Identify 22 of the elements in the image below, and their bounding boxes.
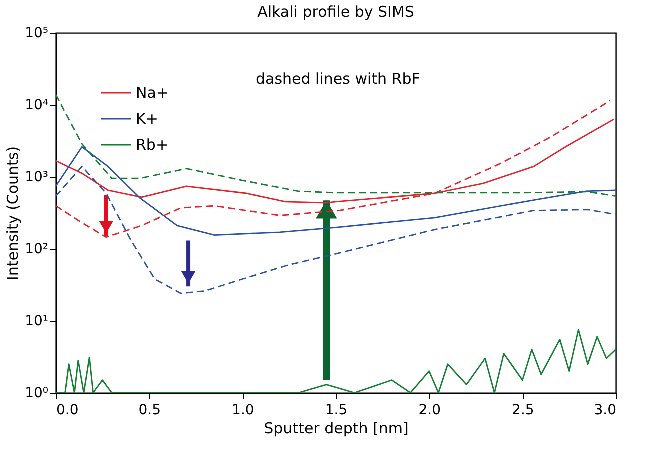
line-series: [56, 100, 612, 238]
chart-title: Alkali profile by SIMS: [258, 3, 414, 21]
y-axis-title: Intensity (Counts): [4, 146, 22, 281]
y-tick-label: 10⁵: [25, 26, 48, 42]
x-tick-label: 2.0: [418, 402, 441, 418]
legend-label: Rb+: [136, 136, 169, 154]
x-tick-label: 3.0: [594, 402, 616, 418]
y-tick-label: 10¹: [25, 314, 48, 330]
y-tick-label: 10²: [25, 242, 48, 258]
line-series: [56, 166, 616, 294]
x-tick-label: 1.0: [232, 402, 254, 418]
y-tick-label: 10⁴: [25, 98, 49, 114]
y-tick-label: 10³: [25, 170, 48, 186]
legend-label: Na+: [136, 84, 169, 102]
x-tick-label: 0.0: [56, 402, 79, 418]
x-axis-title: Sputter depth [nm]: [264, 420, 409, 438]
x-tick-label: 1.5: [325, 402, 348, 418]
y-tick-label: 10⁰: [25, 386, 49, 402]
x-tick-label: 2.5: [512, 402, 534, 418]
x-tick-label: 0.5: [138, 402, 161, 418]
annotation: dashed lines with RbF: [256, 70, 420, 88]
legend-label: K+: [136, 110, 158, 128]
